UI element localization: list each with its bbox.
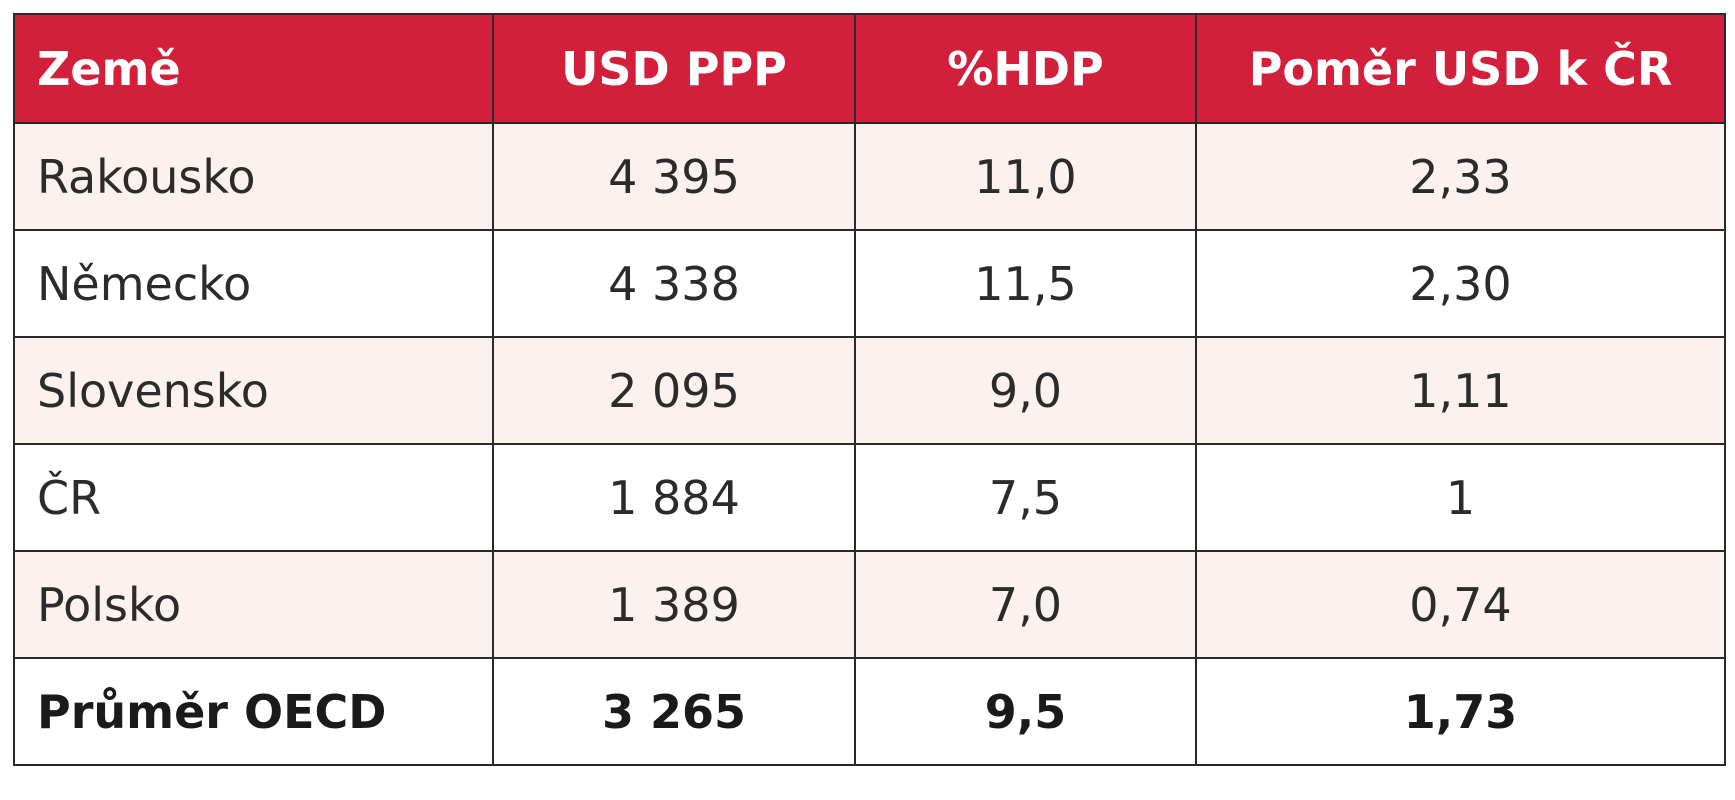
header-row: Země USD PPP %HDP Poměr USD k ČR <box>13 13 1726 124</box>
table-row: Polsko 1 389 7,0 0,74 <box>13 550 1726 659</box>
header-cell: USD PPP <box>492 13 856 124</box>
country-cell: Průměr OECD <box>13 657 494 766</box>
value-cell: 1,73 <box>1195 657 1726 766</box>
header-cell: Poměr USD k ČR <box>1195 13 1726 124</box>
value-cell: 4 395 <box>492 122 856 231</box>
value-cell: 1,11 <box>1195 336 1726 445</box>
value-cell: 4 338 <box>492 229 856 338</box>
value-cell: 0,74 <box>1195 550 1726 659</box>
value-cell: 9,5 <box>854 657 1197 766</box>
value-cell: 9,0 <box>854 336 1197 445</box>
country-cell: Slovensko <box>13 336 494 445</box>
country-cell: Polsko <box>13 550 494 659</box>
header-cell: %HDP <box>854 13 1197 124</box>
value-cell: 1 389 <box>492 550 856 659</box>
country-cell: ČR <box>13 443 494 552</box>
value-cell: 2,30 <box>1195 229 1726 338</box>
value-cell: 11,5 <box>854 229 1197 338</box>
value-cell: 11,0 <box>854 122 1197 231</box>
table-row: Slovensko 2 095 9,0 1,11 <box>13 336 1726 445</box>
value-cell: 7,5 <box>854 443 1197 552</box>
table-row: Rakousko 4 395 11,0 2,33 <box>13 122 1726 231</box>
table-row: Průměr OECD 3 265 9,5 1,73 <box>13 657 1726 766</box>
country-cell: Německo <box>13 229 494 338</box>
table-header: Země USD PPP %HDP Poměr USD k ČR <box>13 13 1726 124</box>
header-cell: Země <box>13 13 494 124</box>
value-cell: 2 095 <box>492 336 856 445</box>
value-cell: 2,33 <box>1195 122 1726 231</box>
value-cell: 3 265 <box>492 657 856 766</box>
country-cell: Rakousko <box>13 122 494 231</box>
data-table: Země USD PPP %HDP Poměr USD k ČR Rakousko 4 … <box>13 13 1726 766</box>
value-cell: 7,0 <box>854 550 1197 659</box>
value-cell: 1 <box>1195 443 1726 552</box>
value-cell: 1 884 <box>492 443 856 552</box>
table-row: Německo 4 338 11,5 2,30 <box>13 229 1726 338</box>
table-row: ČR 1 884 7,5 1 <box>13 443 1726 552</box>
table-body: Rakousko 4 395 11,0 2,33 Německo 4 338 11,5 2,3… <box>13 122 1726 766</box>
table-container: Země USD PPP %HDP Poměr USD k ČR Rakousko 4 … <box>13 13 1726 766</box>
